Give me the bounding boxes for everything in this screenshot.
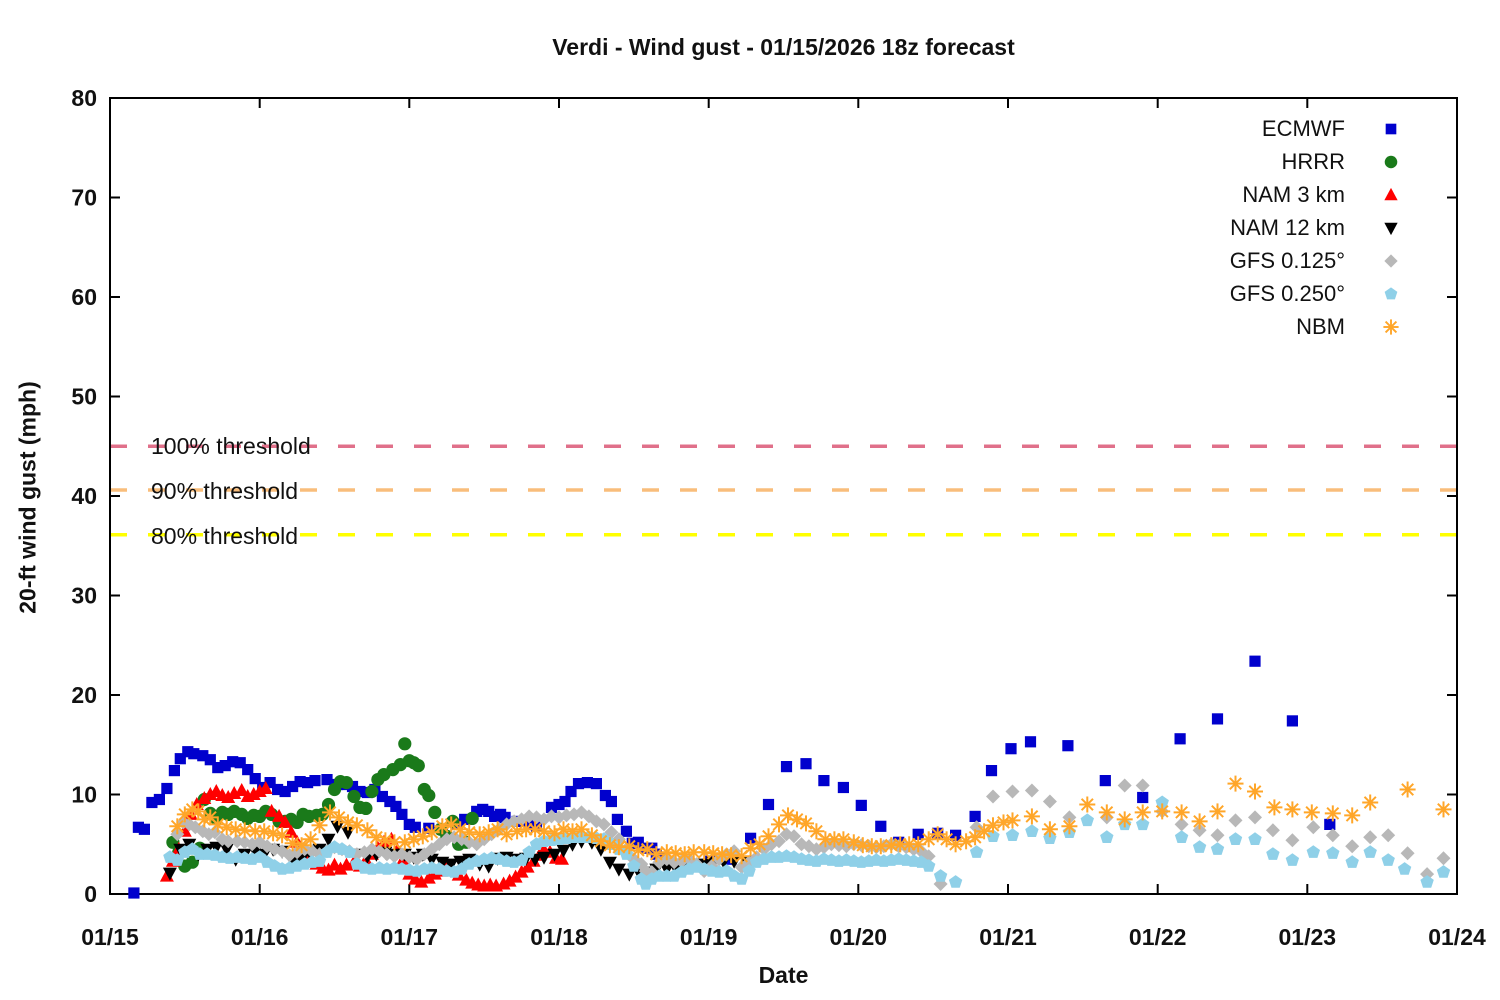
series-points-nbm xyxy=(169,775,1452,865)
legend-label: NAM 3 km xyxy=(1242,181,1345,207)
svg-text:01/22: 01/22 xyxy=(1129,924,1187,950)
svg-text:0: 0 xyxy=(84,881,97,907)
svg-text:70: 70 xyxy=(71,185,97,211)
pentagon-marker-icon xyxy=(1382,285,1400,303)
svg-text:20: 20 xyxy=(71,682,97,708)
threshold-label-80: 80% threshold xyxy=(151,523,299,549)
triangle-down-marker-icon xyxy=(1382,219,1400,237)
legend-label: GFS 0.250° xyxy=(1229,280,1345,306)
y-tick-labels: 0 10 20 30 40 50 60 70 80 xyxy=(71,85,97,907)
circle-marker-icon xyxy=(1382,153,1400,171)
legend-label: NBM xyxy=(1296,313,1345,339)
svg-text:01/16: 01/16 xyxy=(231,924,289,950)
svg-text:01/19: 01/19 xyxy=(680,924,738,950)
svg-text:01/24: 01/24 xyxy=(1428,924,1486,950)
legend-item-gfs0125: GFS 0.125° xyxy=(1100,244,1400,277)
svg-text:40: 40 xyxy=(71,483,97,509)
legend-label: NAM 12 km xyxy=(1230,214,1345,240)
legend-item-gfs0250: GFS 0.250° xyxy=(1100,277,1400,310)
triangle-up-marker-icon xyxy=(1382,186,1400,204)
legend-item-nam12km: NAM 12 km xyxy=(1100,211,1400,244)
svg-text:80: 80 xyxy=(71,85,97,111)
asterisk-marker-icon xyxy=(1382,318,1400,336)
chart-title: Verdi - Wind gust - 01/15/2026 18z forec… xyxy=(552,34,1015,60)
svg-text:01/20: 01/20 xyxy=(830,924,888,950)
diamond-marker-icon xyxy=(1382,252,1400,270)
y-axis-label: 20-ft wind gust (mph) xyxy=(14,381,41,614)
legend-item-hrrr: HRRR xyxy=(1100,145,1400,178)
svg-text:50: 50 xyxy=(71,384,97,410)
threshold-label-90: 90% threshold xyxy=(151,478,299,504)
threshold-label-100: 100% threshold xyxy=(151,433,311,459)
series-points-gfs-0-250- xyxy=(163,795,1451,890)
x-tick-labels: 01/15 01/16 01/17 01/18 01/19 01/20 01/21 01/22… xyxy=(81,924,1486,950)
svg-text:01/15: 01/15 xyxy=(81,924,139,950)
plot-border xyxy=(109,97,1458,895)
svg-text:01/23: 01/23 xyxy=(1279,924,1337,950)
square-marker-icon xyxy=(1382,120,1400,138)
svg-text:60: 60 xyxy=(71,284,97,310)
legend-label: HRRR xyxy=(1281,148,1345,174)
legend-item-nam3km: NAM 3 km xyxy=(1100,178,1400,211)
legend-label: ECMWF xyxy=(1261,115,1345,141)
legend-item-nbm: NBM xyxy=(1100,310,1400,343)
legend-item-ecmwf: ECMWF xyxy=(1100,112,1400,145)
svg-text:01/17: 01/17 xyxy=(381,924,439,950)
svg-text:01/18: 01/18 xyxy=(530,924,588,950)
x-axis-label: Date xyxy=(758,962,809,988)
legend-label: GFS 0.125° xyxy=(1229,247,1345,273)
legend: ECMWF HRRR NAM 3 km NAM 12 km GFS 0.125°… xyxy=(1100,112,1400,343)
svg-text:01/21: 01/21 xyxy=(979,924,1037,950)
svg-text:30: 30 xyxy=(71,583,97,609)
svg-text:10: 10 xyxy=(71,782,97,808)
